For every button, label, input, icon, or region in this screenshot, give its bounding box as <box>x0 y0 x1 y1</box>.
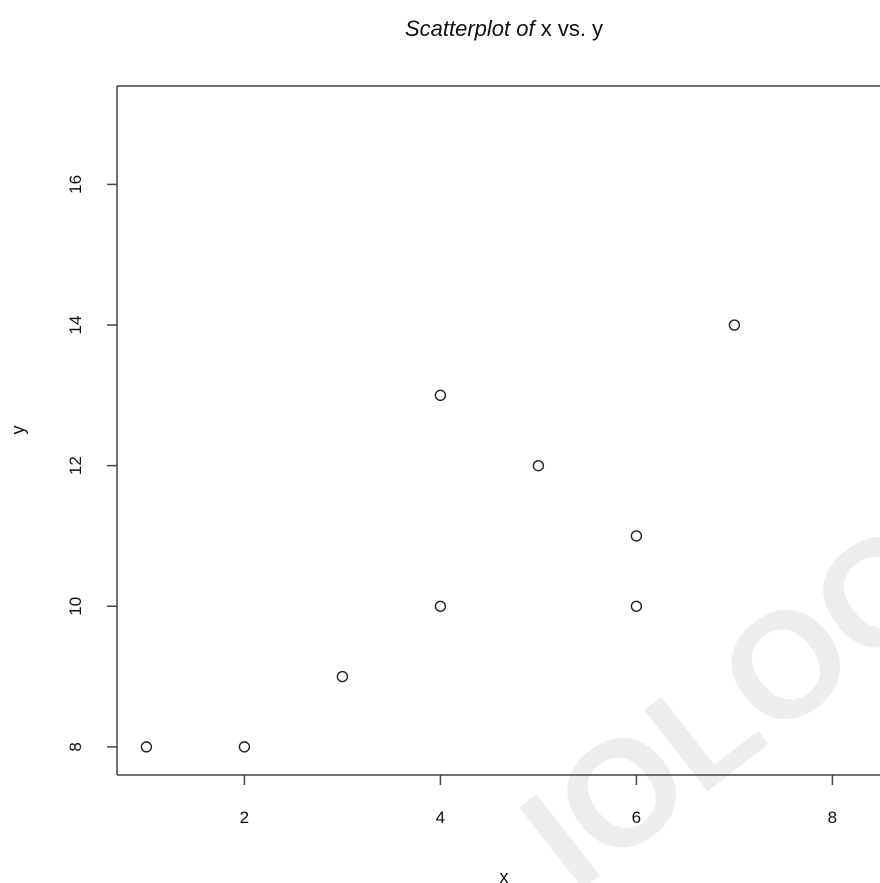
scatter-point <box>434 600 447 612</box>
y-axis-label: y <box>8 426 28 435</box>
scatter-point <box>728 319 741 331</box>
scatter-point <box>434 389 447 402</box>
scatter-point <box>140 741 153 753</box>
scatter-points <box>140 319 741 753</box>
scatter-point <box>630 600 643 612</box>
x-tick-label: 6 <box>632 808 641 827</box>
x-tick-label: 2 <box>240 808 249 827</box>
y-tick-label: 12 <box>66 456 85 475</box>
x-axis-label: x <box>500 867 509 883</box>
chart-title-italic: Scatterplot of <box>405 16 541 41</box>
y-tick-label: 14 <box>66 316 85 335</box>
watermark: IOLOGY <box>491 429 880 883</box>
x-tick-label: 4 <box>436 808 445 827</box>
scatter-point <box>630 530 643 542</box>
y-tick-label: 8 <box>66 742 85 751</box>
x-axis-ticks: 2 4 6 8 <box>240 775 837 827</box>
watermark-text: IOLOGY <box>491 429 880 883</box>
x-tick-label: 8 <box>828 808 837 827</box>
scatter-point <box>238 741 251 753</box>
y-axis-ticks: 8 10 12 14 16 <box>66 175 117 752</box>
scatter-point <box>336 670 349 683</box>
y-tick-label: 10 <box>66 597 85 616</box>
chart-title: Scatterplot of x vs. y <box>405 16 603 41</box>
y-tick-label: 16 <box>66 175 85 194</box>
chart-title-plain: x vs. y <box>541 16 603 41</box>
scatter-point <box>532 459 545 472</box>
